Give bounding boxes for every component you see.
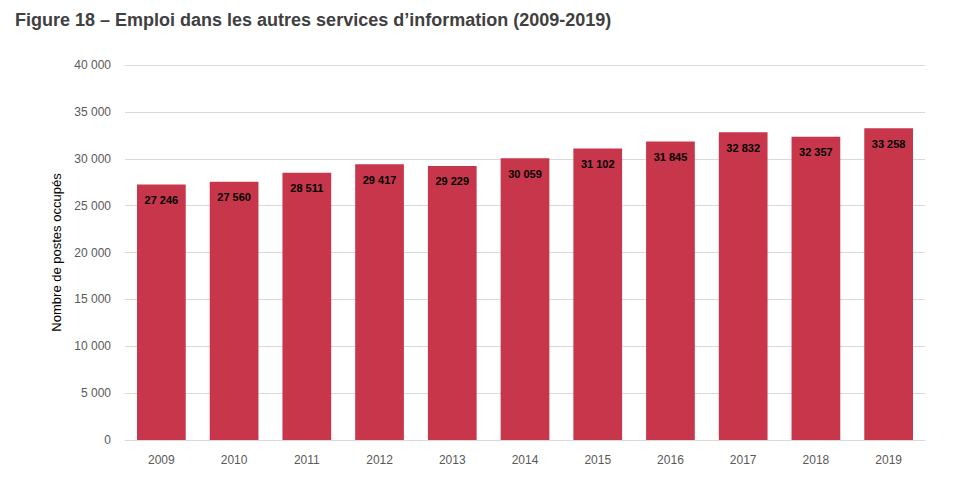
svg-text:27 560: 27 560	[217, 191, 251, 203]
svg-text:2017: 2017	[730, 453, 757, 467]
svg-text:2014: 2014	[512, 453, 539, 467]
svg-text:40 000: 40 000	[74, 58, 111, 72]
svg-text:2009: 2009	[148, 453, 175, 467]
svg-text:Nombre de postes occupés: Nombre de postes occupés	[49, 173, 64, 332]
svg-text:2013: 2013	[439, 453, 466, 467]
svg-text:31 102: 31 102	[581, 158, 615, 170]
svg-text:2016: 2016	[657, 453, 684, 467]
svg-text:2011: 2011	[294, 453, 320, 467]
svg-text:15 000: 15 000	[74, 292, 111, 306]
svg-text:10 000: 10 000	[74, 339, 111, 353]
svg-text:33 258: 33 258	[872, 138, 906, 150]
svg-text:2015: 2015	[584, 453, 611, 467]
svg-text:30 059: 30 059	[508, 168, 542, 180]
svg-text:32 832: 32 832	[726, 142, 760, 154]
svg-text:29 417: 29 417	[363, 174, 397, 186]
svg-text:25 000: 25 000	[74, 199, 111, 213]
svg-text:0: 0	[104, 433, 111, 447]
svg-text:2010: 2010	[221, 453, 248, 467]
svg-text:29 229: 29 229	[435, 175, 469, 187]
svg-text:2018: 2018	[803, 453, 830, 467]
svg-text:35 000: 35 000	[74, 105, 111, 119]
svg-text:30 000: 30 000	[74, 152, 111, 166]
svg-text:28 511: 28 511	[290, 182, 323, 194]
svg-text:20 000: 20 000	[74, 246, 111, 260]
svg-text:32 357: 32 357	[799, 146, 833, 158]
svg-text:5 000: 5 000	[81, 386, 111, 400]
svg-text:Figure 18 – Emploi dans les au: Figure 18 – Emploi dans les autres servi…	[15, 10, 611, 30]
svg-text:31 845: 31 845	[654, 151, 688, 163]
svg-text:2012: 2012	[366, 453, 393, 467]
svg-text:2019: 2019	[875, 453, 902, 467]
svg-text:27 246: 27 246	[145, 194, 179, 206]
